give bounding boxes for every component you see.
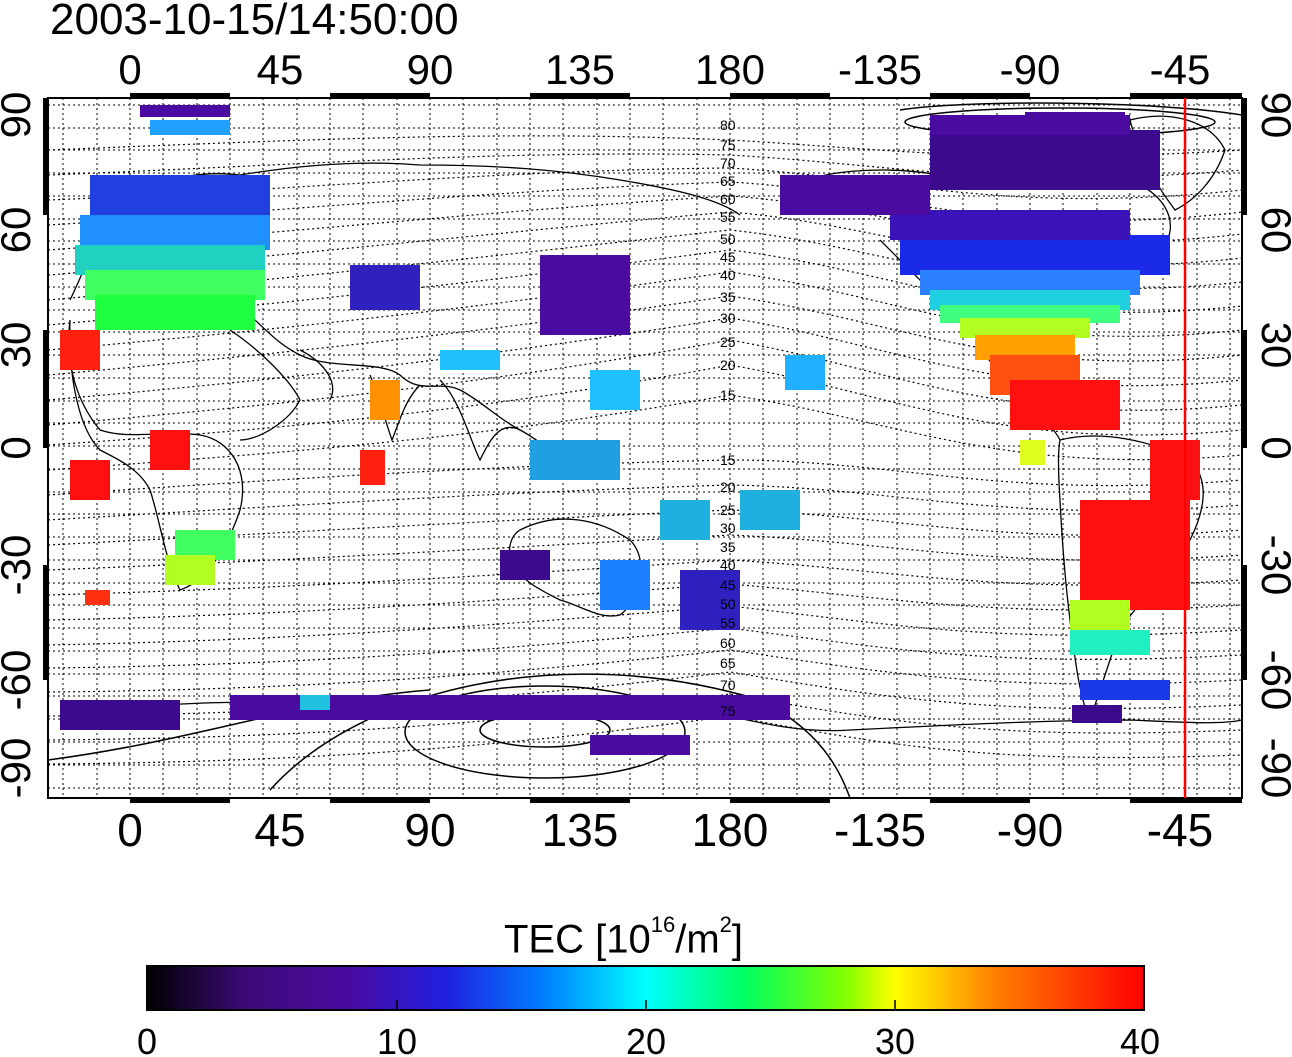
colorbar-title-mid: /m bbox=[675, 917, 720, 962]
mlat-label: 65 bbox=[720, 655, 736, 671]
mlat-label: 60 bbox=[720, 191, 736, 207]
lat-tick-label: 0 bbox=[0, 436, 39, 459]
lon-tick-label: -135 bbox=[838, 46, 922, 93]
colorbar-tick-label: 0 bbox=[137, 1021, 157, 1057]
mlat-label: 40 bbox=[720, 267, 736, 283]
mlat-label: 25 bbox=[720, 502, 736, 518]
mlat-label: 65 bbox=[720, 173, 736, 189]
mlat-label: 75 bbox=[720, 703, 736, 719]
lon-labels-top: 0 45 90 135 180 -135 -90 -45 bbox=[118, 46, 1210, 93]
colorbar-title-exponent2: 2 bbox=[719, 912, 732, 937]
lat-tick-label: 90 bbox=[1253, 92, 1292, 139]
lon-tick-label: -45 bbox=[1150, 46, 1211, 93]
mlat-label: 55 bbox=[720, 615, 736, 631]
mlat-label: 20 bbox=[720, 357, 736, 373]
mlat-label: 35 bbox=[720, 289, 736, 305]
mlat-label: 80 bbox=[720, 117, 736, 133]
mlat-label: 35 bbox=[720, 539, 736, 555]
lat-tick-label: 60 bbox=[1253, 207, 1292, 254]
mlat-label: 20 bbox=[720, 479, 736, 495]
colorbar-title-prefix: TEC [10 bbox=[504, 917, 651, 962]
mlat-label: 45 bbox=[720, 249, 736, 265]
lon-tick-label: -90 bbox=[1000, 46, 1061, 93]
colorbar-tick-label: 30 bbox=[875, 1021, 915, 1057]
lon-tick-label: 0 bbox=[118, 46, 141, 93]
mlat-label: 60 bbox=[720, 635, 736, 651]
mlat-label: 15 bbox=[720, 387, 736, 403]
mlat-label: 25 bbox=[720, 334, 736, 350]
lat-tick-label: 90 bbox=[0, 92, 39, 139]
mlat-label: 30 bbox=[720, 520, 736, 536]
lat-tick-label: 60 bbox=[0, 207, 39, 254]
colorbar-labels: 0 10 20 30 40 bbox=[137, 1021, 1160, 1057]
lon-labels-bottom: 0 45 90 135 180 -135 -90 -45 bbox=[117, 804, 1213, 856]
colorbar-ticks bbox=[396, 1000, 896, 1010]
mlat-label: 40 bbox=[720, 557, 736, 573]
lon-tick-label: -135 bbox=[834, 804, 926, 856]
lat-tick-label: 0 bbox=[1253, 436, 1292, 459]
mlat-label: 50 bbox=[720, 596, 736, 612]
colorbar-title-suffix: ] bbox=[731, 917, 744, 962]
lon-tick-label: 0 bbox=[117, 804, 143, 856]
timestamp-title: 2003-10-15/14:50:00 bbox=[50, 0, 459, 44]
lat-tick-label: -30 bbox=[0, 535, 39, 596]
lat-tick-label: -30 bbox=[1253, 535, 1292, 596]
mlat-labels: 80 75 70 65 60 55 50 45 40 35 30 25 20 1… bbox=[720, 117, 736, 719]
mlat-label: 55 bbox=[720, 209, 736, 225]
colorbar-tick-label: 40 bbox=[1120, 1021, 1160, 1057]
lat-tick-label: -60 bbox=[0, 650, 39, 711]
mlat-label: 50 bbox=[720, 231, 736, 247]
colorbar-title-exponent: 16 bbox=[650, 912, 676, 937]
lon-tick-label: -45 bbox=[1147, 804, 1213, 856]
mlat-label: 45 bbox=[720, 577, 736, 593]
lat-tick-label: 30 bbox=[0, 322, 39, 369]
lon-tick-label: 180 bbox=[692, 804, 769, 856]
lon-tick-label: 45 bbox=[254, 804, 305, 856]
colorbar-tick-label: 10 bbox=[377, 1021, 417, 1057]
lat-labels-left: 90 60 30 0 -30 -60 -90 bbox=[0, 92, 39, 799]
lat-tick-label: -90 bbox=[0, 738, 39, 799]
lon-tick-label: -90 bbox=[997, 804, 1063, 856]
colorbar-tick-label: 20 bbox=[626, 1021, 666, 1057]
lat-tick-label: -60 bbox=[1253, 650, 1292, 711]
mlat-label: 70 bbox=[720, 677, 736, 693]
colorbar-title: TEC [1016/m2] bbox=[504, 908, 743, 962]
lon-tick-label: 135 bbox=[542, 804, 619, 856]
frame-ticks bbox=[43, 93, 1247, 803]
tec-observations bbox=[60, 105, 1200, 755]
lon-tick-label: 45 bbox=[257, 46, 304, 93]
lat-tick-label: -90 bbox=[1253, 738, 1292, 799]
mlat-label: 15 bbox=[720, 452, 736, 468]
mlat-label: 70 bbox=[720, 155, 736, 171]
mlat-label: 30 bbox=[720, 310, 736, 326]
lon-tick-label: 90 bbox=[407, 46, 454, 93]
lat-labels-right: 90 60 30 0 -30 -60 -90 bbox=[1253, 92, 1292, 799]
lon-tick-label: 180 bbox=[695, 46, 765, 93]
lon-tick-label: 135 bbox=[545, 46, 615, 93]
mlat-label: 75 bbox=[720, 137, 736, 153]
lat-tick-label: 30 bbox=[1253, 322, 1292, 369]
lon-tick-label: 90 bbox=[404, 804, 455, 856]
